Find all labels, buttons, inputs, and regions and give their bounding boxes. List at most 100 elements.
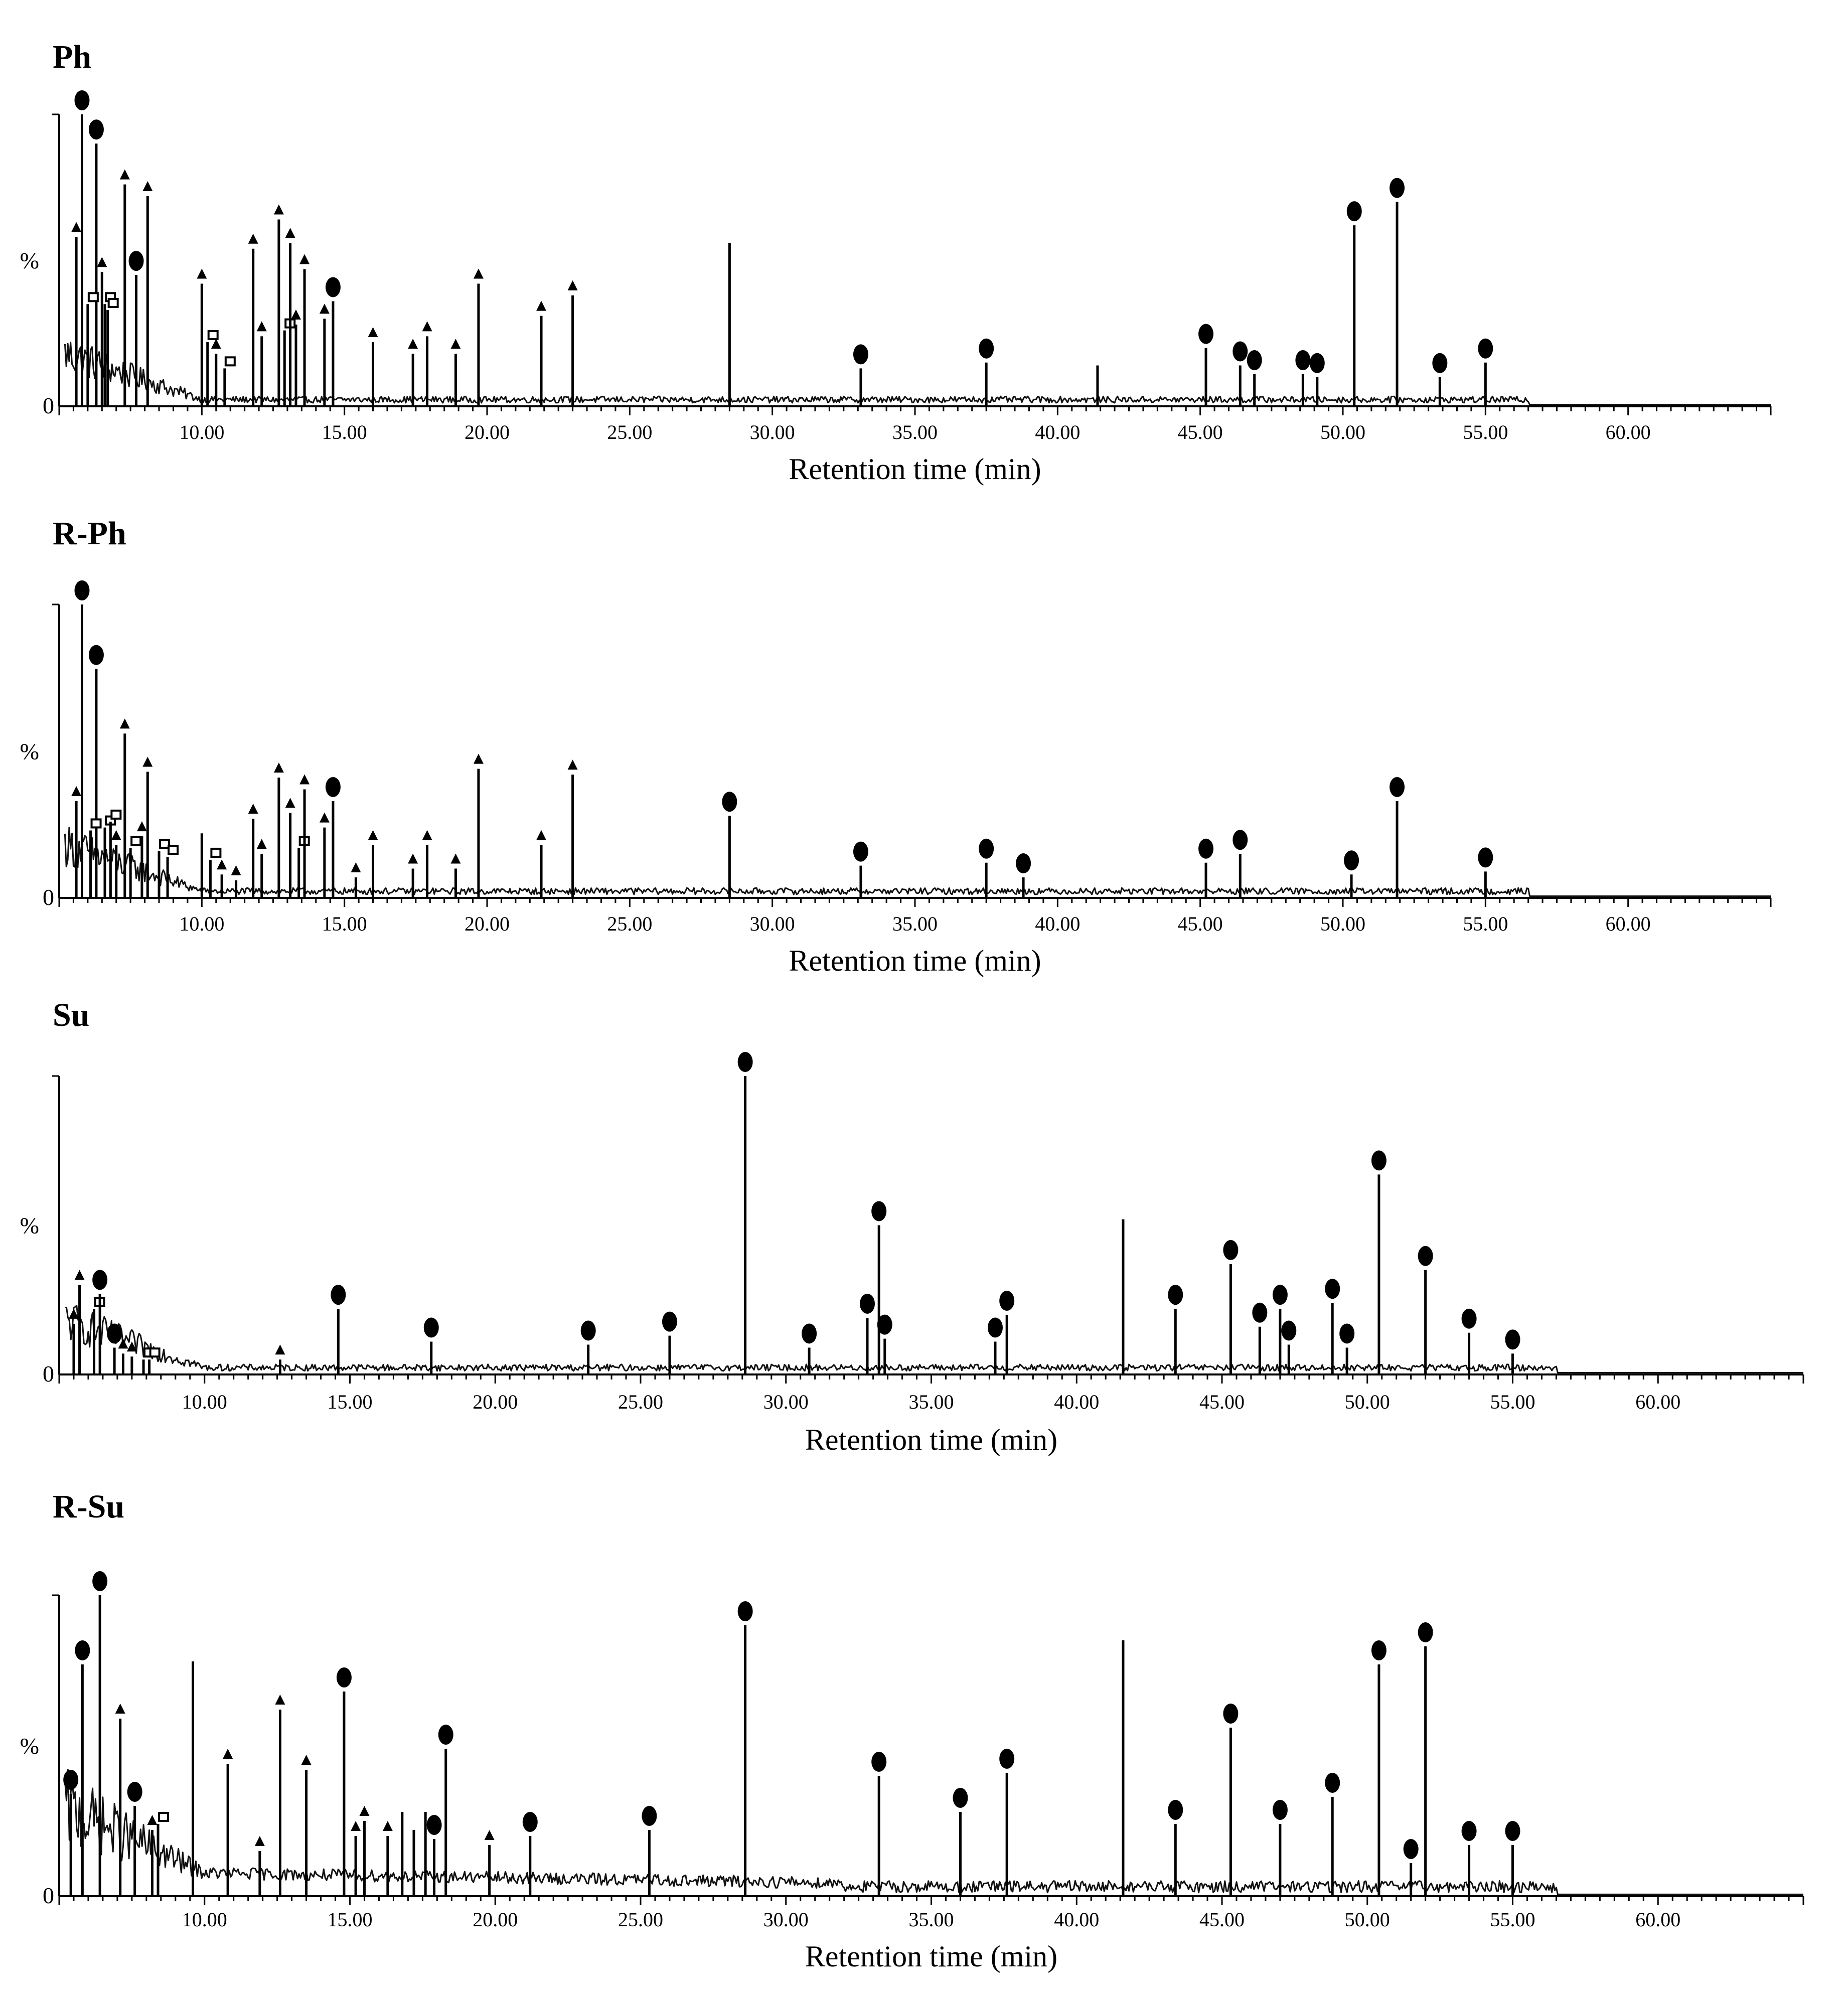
x-tick-label: 20.00: [473, 1908, 518, 1931]
y-tick-label-percent: %: [20, 1733, 39, 1759]
peak-marker-triangle: [319, 812, 330, 823]
x-tick-label: 20.00: [465, 421, 510, 443]
peak-marker-circle: [1418, 1622, 1433, 1642]
x-tick-label: 55.00: [1463, 912, 1508, 935]
x-tick-label: 40.00: [1035, 421, 1080, 443]
y-tick-label-zero: 0: [43, 1883, 54, 1908]
peak-marker-square: [90, 818, 102, 829]
x-tick-label: 10.00: [179, 912, 224, 935]
x-tick-label: 25.00: [618, 1908, 663, 1931]
peak-marker-circle: [1344, 850, 1359, 871]
peak-marker-circle: [1016, 853, 1031, 874]
peak-marker-circle: [1198, 838, 1214, 859]
x-tick-label: 15.00: [328, 1908, 373, 1931]
peak-marker-triangle: [450, 339, 461, 349]
baseline-trace: [65, 1305, 1803, 1373]
peak-marker-triangle: [359, 1806, 370, 1816]
peak-marker-circle: [127, 1782, 142, 1802]
x-tick-label: 55.00: [1463, 421, 1508, 443]
peak-marker-triangle: [285, 228, 295, 238]
peak-marker-triangle: [71, 222, 82, 232]
baseline-trace: [64, 1769, 1803, 1895]
peak-marker-circle: [999, 1291, 1015, 1311]
peak-marker-triangle: [422, 321, 432, 332]
peak-marker-circle: [722, 792, 737, 812]
peak-marker-circle: [1478, 847, 1493, 868]
peak-marker-triangle: [197, 268, 207, 279]
peak-marker-circle: [1281, 1320, 1297, 1341]
x-tick-label: 25.00: [607, 912, 652, 935]
peak-marker-triangle: [351, 1821, 361, 1831]
peak-marker-circle: [1247, 350, 1262, 370]
peak-marker-circle: [1390, 178, 1405, 198]
peak-marker-circle: [802, 1323, 817, 1344]
peak-marker-triangle: [290, 310, 301, 320]
x-tick-label: 10.00: [182, 1391, 227, 1413]
peak-marker-circle: [979, 838, 994, 859]
x-tick-label: 30.00: [750, 912, 795, 935]
peak-marker-triangle: [97, 257, 107, 267]
peak-marker-triangle: [408, 339, 418, 349]
peak-marker-triangle: [450, 853, 461, 864]
x-tick-label: 45.00: [1199, 1908, 1245, 1931]
panel-title: Su: [53, 997, 89, 1033]
x-tick-label: 50.00: [1345, 1908, 1390, 1931]
peak-marker-circle: [1168, 1800, 1183, 1820]
peak-marker-circle: [1223, 1704, 1239, 1724]
peak-marker-square: [87, 292, 99, 302]
x-tick-label: 40.00: [1054, 1908, 1099, 1931]
peak-marker-circle: [1371, 1150, 1387, 1171]
peak-marker-triangle: [254, 1836, 265, 1846]
peak-marker-circle: [88, 119, 104, 140]
x-tick-label: 30.00: [763, 1391, 809, 1413]
peak-marker-triangle: [111, 830, 121, 840]
peak-marker-circle: [75, 1640, 90, 1660]
peak-marker-square: [159, 839, 171, 849]
peak-marker-circle: [1505, 1821, 1520, 1841]
x-tick-label: 50.00: [1345, 1391, 1390, 1413]
peak-marker-triangle: [536, 830, 547, 840]
peak-marker-triangle: [382, 1821, 393, 1831]
peak-marker-circle: [1168, 1285, 1183, 1305]
peak-marker-triangle: [319, 303, 330, 314]
peak-marker-circle: [88, 645, 104, 665]
x-tick-label: 40.00: [1054, 1391, 1099, 1413]
peak-marker-circle: [1461, 1308, 1477, 1329]
peak-marker-triangle: [567, 759, 578, 770]
peak-marker-triangle: [473, 753, 484, 764]
peak-marker-circle: [325, 277, 341, 297]
peak-marker-circle: [92, 1270, 108, 1290]
peak-marker-circle: [871, 1752, 887, 1772]
peak-marker-square: [207, 330, 219, 340]
peak-marker-triangle: [299, 774, 310, 785]
peak-marker-circle: [642, 1806, 657, 1826]
x-axis-title: Retention time (min): [805, 1423, 1057, 1456]
peak-marker-circle: [74, 580, 90, 600]
peak-marker-triangle: [223, 1749, 233, 1759]
x-tick-label: 35.00: [892, 912, 938, 935]
x-axis-title: Retention time (min): [805, 1940, 1057, 1973]
peak-marker-circle: [423, 1317, 439, 1338]
x-tick-label: 50.00: [1320, 912, 1365, 935]
peak-marker-circle: [737, 1601, 753, 1621]
peak-marker-triangle: [68, 1308, 79, 1319]
peak-marker-circle: [1295, 350, 1311, 370]
peak-marker-triangle: [119, 718, 130, 729]
peak-marker-circle: [1325, 1773, 1340, 1793]
peak-marker-triangle: [484, 1830, 495, 1840]
peak-marker-circle: [1390, 777, 1405, 797]
x-tick-label: 60.00: [1635, 1908, 1680, 1931]
panel-title: R-Su: [53, 1488, 124, 1525]
x-tick-label: 15.00: [322, 421, 367, 443]
x-tick-label: 55.00: [1490, 1908, 1535, 1931]
y-tick-label-zero: 0: [43, 1361, 54, 1387]
x-tick-label: 60.00: [1635, 1391, 1680, 1413]
baseline-trace: [64, 342, 1771, 405]
peak-marker-circle: [1223, 1240, 1239, 1260]
peak-marker-circle: [871, 1201, 887, 1221]
peak-marker-square: [224, 356, 236, 367]
chromatogram-panel-r-su: R-Su % 0 10.00 15.00 20.00 25.00 30.00 35.00 40.…: [20, 1488, 1804, 1973]
peak-marker-triangle: [368, 327, 378, 337]
peak-marker-circle: [853, 344, 868, 365]
peak-marker-triangle: [275, 1344, 285, 1355]
